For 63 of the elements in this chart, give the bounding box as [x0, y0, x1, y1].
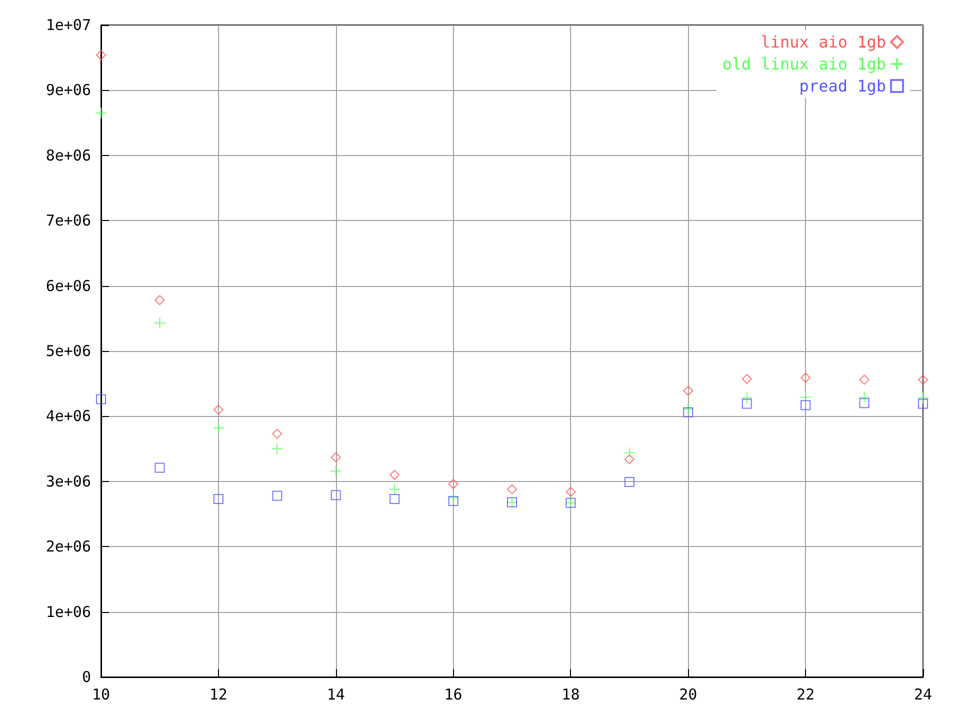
x-tick-label: 14 — [326, 686, 345, 704]
point — [742, 398, 752, 409]
point — [154, 295, 165, 306]
x-tick-label: 16 — [444, 686, 462, 704]
point — [271, 442, 284, 455]
point — [624, 477, 634, 488]
y-tick-label: 1e+06 — [46, 602, 91, 621]
point — [917, 392, 929, 404]
point — [447, 492, 460, 504]
legend-label: linux aio 1gb — [760, 32, 886, 52]
point — [800, 391, 812, 404]
point — [740, 392, 753, 404]
point — [330, 452, 341, 462]
x-tick-label: 22 — [796, 686, 815, 704]
y-tick-label: 2e+06 — [46, 538, 91, 556]
point — [683, 386, 694, 396]
point — [448, 496, 458, 506]
point — [683, 407, 694, 418]
legend-label: pread 1gb — [799, 76, 886, 96]
point — [859, 398, 870, 408]
point — [330, 464, 342, 477]
point — [800, 400, 811, 410]
x-tick-label: 10 — [92, 686, 110, 704]
point — [95, 107, 107, 120]
point — [96, 394, 106, 404]
y-tick-label: 0 — [82, 668, 91, 686]
point — [212, 422, 224, 434]
point — [448, 479, 458, 490]
point — [390, 470, 400, 480]
point — [390, 494, 400, 504]
y-tick-label: 9e+06 — [46, 81, 91, 100]
y-tick-label: 8e+06 — [46, 146, 91, 164]
point — [96, 50, 106, 60]
legend-label: old linux aio 1gb — [722, 54, 886, 74]
point — [566, 486, 576, 497]
point — [213, 404, 224, 415]
point — [858, 391, 870, 404]
point — [272, 428, 282, 439]
point — [682, 403, 694, 416]
y-tick-label: 7e+06 — [46, 212, 91, 230]
point — [800, 372, 811, 383]
point — [330, 490, 341, 500]
x-tick-label: 24 — [914, 686, 932, 704]
y-tick-label: 4e+06 — [46, 407, 91, 426]
point — [624, 454, 634, 464]
y-tick-label: 5e+06 — [46, 342, 91, 360]
point — [623, 446, 636, 459]
x-tick-label: 20 — [679, 686, 698, 704]
y-tick-label: 3e+06 — [46, 472, 91, 490]
point — [859, 374, 870, 385]
point — [742, 374, 752, 384]
point — [918, 398, 928, 409]
point — [507, 484, 517, 494]
point — [154, 462, 165, 473]
x-tick-label: 18 — [562, 686, 580, 704]
point — [154, 316, 166, 329]
point — [213, 494, 224, 504]
point — [918, 374, 928, 385]
point — [272, 490, 282, 501]
point — [388, 483, 401, 496]
x-tick-label: 12 — [209, 686, 228, 704]
y-tick-label: 6e+06 — [46, 276, 91, 295]
y-tick-label: 1e+07 — [46, 16, 91, 34]
